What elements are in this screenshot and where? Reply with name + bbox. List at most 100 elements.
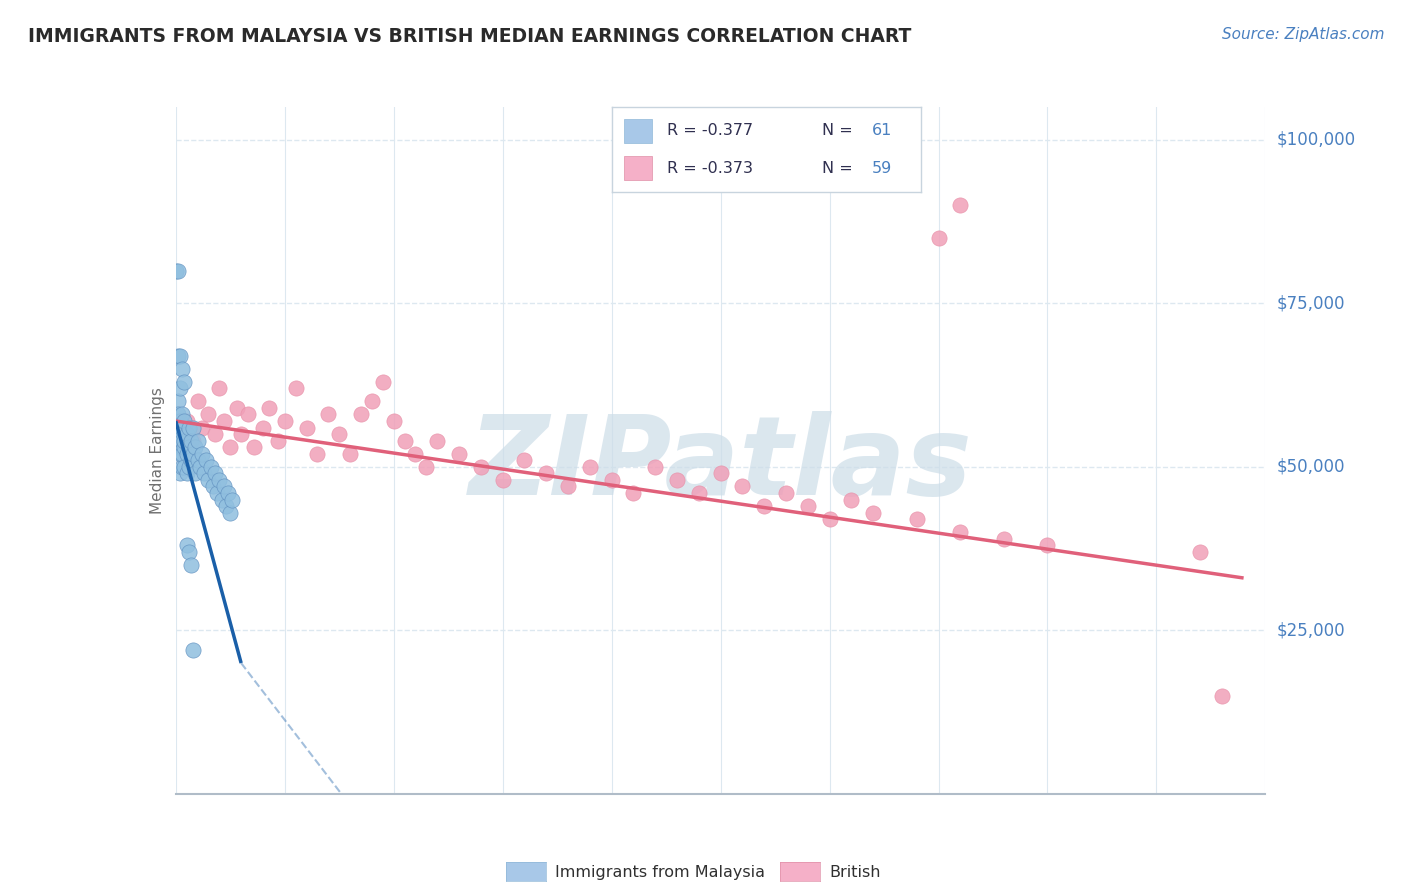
Point xyxy=(172,440,194,454)
Point xyxy=(666,473,689,487)
Point xyxy=(993,532,1015,546)
Point xyxy=(534,467,557,481)
Point xyxy=(181,447,204,461)
Point xyxy=(186,434,209,448)
Point xyxy=(197,473,219,487)
Point xyxy=(172,434,194,448)
Text: 61: 61 xyxy=(872,123,891,138)
Point xyxy=(212,479,235,493)
Point xyxy=(177,459,200,474)
Text: $75,000: $75,000 xyxy=(1277,294,1346,312)
Point xyxy=(172,459,194,474)
Point xyxy=(557,479,579,493)
Point xyxy=(186,394,209,409)
Point xyxy=(225,401,247,415)
Point xyxy=(176,447,198,461)
Point xyxy=(862,506,884,520)
Point xyxy=(775,486,797,500)
Point xyxy=(180,434,202,448)
Point xyxy=(184,467,207,481)
Point xyxy=(284,381,307,395)
Point xyxy=(177,420,200,434)
Point xyxy=(205,486,228,500)
Point xyxy=(492,473,515,487)
Point xyxy=(447,447,470,461)
FancyBboxPatch shape xyxy=(624,119,652,143)
Point xyxy=(167,349,190,363)
Point xyxy=(169,467,191,481)
Y-axis label: Median Earnings: Median Earnings xyxy=(149,387,165,514)
Text: $25,000: $25,000 xyxy=(1277,622,1346,640)
FancyBboxPatch shape xyxy=(624,156,652,180)
Point xyxy=(181,643,204,657)
Point xyxy=(215,499,238,513)
Point xyxy=(295,420,318,434)
Point xyxy=(219,506,242,520)
Point xyxy=(252,420,274,434)
Text: R = -0.373: R = -0.373 xyxy=(668,161,754,176)
Point xyxy=(177,440,200,454)
Point xyxy=(201,479,224,493)
Point xyxy=(318,408,340,422)
Point xyxy=(173,459,195,474)
Point xyxy=(167,394,190,409)
Point xyxy=(176,427,198,442)
Point xyxy=(195,453,218,467)
Point xyxy=(928,231,950,245)
Point xyxy=(405,447,427,461)
Point xyxy=(350,408,373,422)
Point xyxy=(177,545,200,559)
Point xyxy=(169,420,191,434)
Point xyxy=(328,427,350,442)
Point xyxy=(513,453,536,467)
Point xyxy=(710,467,733,481)
Point xyxy=(949,198,972,212)
Point xyxy=(600,473,623,487)
Point xyxy=(307,447,329,461)
Point xyxy=(169,381,191,395)
Point xyxy=(169,447,191,461)
Point xyxy=(173,434,195,448)
Point xyxy=(204,467,226,481)
Point xyxy=(204,427,226,442)
Text: $50,000: $50,000 xyxy=(1277,458,1346,475)
Text: $100,000: $100,000 xyxy=(1277,131,1355,149)
Point xyxy=(193,467,215,481)
Point xyxy=(184,440,207,454)
Point xyxy=(415,459,437,474)
Point xyxy=(173,414,195,428)
Point xyxy=(243,440,266,454)
Point xyxy=(172,408,194,422)
Point xyxy=(180,558,202,572)
Point xyxy=(212,414,235,428)
Point xyxy=(1036,538,1059,552)
Point xyxy=(169,414,191,428)
Text: ZIPatlas: ZIPatlas xyxy=(468,410,973,517)
Point xyxy=(172,420,194,434)
Text: N =: N = xyxy=(823,161,858,176)
Point xyxy=(188,459,211,474)
Point xyxy=(360,394,382,409)
Point xyxy=(167,440,190,454)
Point xyxy=(208,473,231,487)
Text: Immigrants from Malaysia: Immigrants from Malaysia xyxy=(555,865,765,880)
Point xyxy=(382,414,405,428)
Point xyxy=(731,479,754,493)
Point xyxy=(181,434,204,448)
Point xyxy=(167,263,190,277)
Point xyxy=(621,486,644,500)
Point xyxy=(180,453,202,467)
Point xyxy=(197,408,219,422)
Text: R = -0.377: R = -0.377 xyxy=(668,123,754,138)
Text: N =: N = xyxy=(823,123,858,138)
Point xyxy=(579,459,602,474)
Point xyxy=(754,499,776,513)
Point xyxy=(191,420,214,434)
Text: British: British xyxy=(830,865,882,880)
Point xyxy=(1211,689,1233,703)
Point xyxy=(818,512,841,526)
Point xyxy=(173,440,195,454)
Point xyxy=(169,349,191,363)
Point xyxy=(208,381,231,395)
Point xyxy=(371,375,394,389)
